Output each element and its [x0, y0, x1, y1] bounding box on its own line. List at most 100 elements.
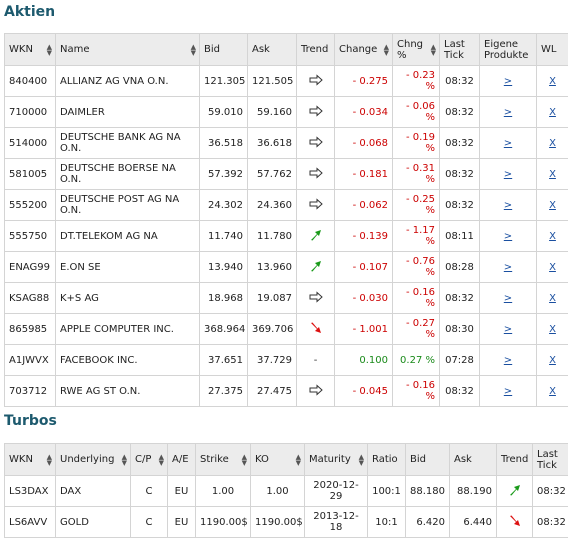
cell-eigene-produkte: > [480, 314, 537, 345]
watchlist-add-link[interactable]: X [549, 293, 556, 304]
watchlist-add-link[interactable]: X [549, 324, 556, 335]
eigene-produkte-link[interactable]: > [504, 107, 512, 118]
col-header-change[interactable]: Change▲▼ [335, 34, 393, 66]
col-header-wkn[interactable]: WKN▲▼ [5, 444, 56, 476]
cell-ask: 37.729 [248, 345, 297, 376]
col-header-wl: WL [537, 34, 568, 66]
watchlist-add-link[interactable]: X [549, 200, 556, 211]
trend-down-icon [309, 322, 323, 334]
col-header-cp[interactable]: C/P ▲▼ [131, 444, 168, 476]
cell-name: K+S AG [56, 283, 200, 314]
trend-flat-icon [309, 136, 323, 148]
sort-icon: ▲▼ [47, 454, 52, 466]
cell-name: DEUTSCHE BOERSE NA O.N. [56, 159, 200, 190]
cell-wkn: 555200 [5, 190, 56, 221]
eigene-produkte-link[interactable]: > [504, 231, 512, 242]
cell-eigene-produkte: > [480, 345, 537, 376]
eigene-produkte-link[interactable]: > [504, 386, 512, 397]
eigene-produkte-link[interactable]: > [504, 200, 512, 211]
cell-wl: X [537, 190, 568, 221]
eigene-produkte-link[interactable]: > [504, 262, 512, 273]
cell-last-tick: 08:32 [440, 128, 480, 159]
col-header-trend: Trend [297, 34, 335, 66]
cell-bid: 13.940 [200, 252, 248, 283]
eigene-produkte-link[interactable]: > [504, 355, 512, 366]
sort-icon: ▲▼ [122, 454, 127, 466]
cell-ask: 19.087 [248, 283, 297, 314]
watchlist-add-link[interactable]: X [549, 386, 556, 397]
cell-ask: 11.780 [248, 221, 297, 252]
cell-change: 0.100 [335, 345, 393, 376]
cell-eigene-produkte: > [480, 66, 537, 97]
cell-underlying: DAX [56, 476, 131, 507]
sort-icon: ▲▼ [191, 44, 196, 56]
aktien-header-row: WKN▲▼ Name▲▼ Bid Ask Trend Change▲▼ Chng… [5, 34, 568, 66]
turbos-header-row: WKN▲▼ Underlying▲▼ C/P▲▼ A/E Strike▲▼ KO… [5, 444, 568, 476]
watchlist-add-link[interactable]: X [549, 107, 556, 118]
cell-eigene-produkte: > [480, 376, 537, 407]
cell-last-tick: 08:32 [440, 190, 480, 221]
cell-wl: X [537, 283, 568, 314]
cell-maturity: 2013-12-18 [305, 507, 368, 538]
eigene-produkte-link[interactable]: > [504, 76, 512, 87]
col-header-ko[interactable]: KO▲▼ [251, 444, 305, 476]
cell-bid: 11.740 [200, 221, 248, 252]
col-header-wkn[interactable]: WKN▲▼ [5, 34, 56, 66]
col-header-name[interactable]: Name▲▼ [56, 34, 200, 66]
cell-wl: X [537, 128, 568, 159]
col-header-maturity[interactable]: Maturity▲▼ [305, 444, 368, 476]
watchlist-add-link[interactable]: X [549, 231, 556, 242]
col-header-label: KO [255, 454, 269, 465]
cell-bid: 18.968 [200, 283, 248, 314]
cell-trend [297, 376, 335, 407]
cell-change: - 0.045 [335, 376, 393, 407]
cell-bid: 6.420 [406, 507, 450, 538]
col-header-label: C/P [135, 454, 151, 465]
cell-underlying: GOLD [56, 507, 131, 538]
sort-icon: ▲▼ [431, 44, 436, 56]
cell-wkn: 581005 [5, 159, 56, 190]
cell-change: - 0.062 [335, 190, 393, 221]
cell-last-tick: 08:32 [440, 376, 480, 407]
cell-chng-pct: - 0.16 % [393, 376, 440, 407]
cell-eigene-produkte: > [480, 221, 537, 252]
cell-chng-pct: 0.27 % [393, 345, 440, 376]
col-header-label: WKN [9, 44, 33, 55]
cell-last-tick: 08:32 [533, 507, 568, 538]
watchlist-add-link[interactable]: X [549, 138, 556, 149]
eigene-produkte-link[interactable]: > [504, 169, 512, 180]
col-header-last-tick: Last Tick [533, 444, 568, 476]
col-header-chng-pct[interactable]: Chng %▲▼ [393, 34, 440, 66]
cell-wl: X [537, 314, 568, 345]
cell-last-tick: 08:32 [440, 66, 480, 97]
cell-last-tick: 08:28 [440, 252, 480, 283]
watchlist-add-link[interactable]: X [549, 169, 556, 180]
eigene-produkte-link[interactable]: > [504, 324, 512, 335]
sort-icon: ▲▼ [159, 454, 164, 466]
aktien-section-title: Aktien [4, 4, 55, 20]
eigene-produkte-link[interactable]: > [504, 138, 512, 149]
trend-flat-icon [309, 74, 323, 86]
cell-wl: X [537, 345, 568, 376]
col-header-underlying[interactable]: Underlying▲▼ [56, 444, 131, 476]
cell-bid: 24.302 [200, 190, 248, 221]
col-header-label: Strike [200, 454, 229, 465]
cell-wkn: 703712 [5, 376, 56, 407]
eigene-produkte-link[interactable]: > [504, 293, 512, 304]
watchlist-add-link[interactable]: X [549, 76, 556, 87]
cell-strike: 1.00 [196, 476, 251, 507]
col-header-strike[interactable]: Strike▲▼ [196, 444, 251, 476]
watchlist-add-link[interactable]: X [549, 262, 556, 273]
trend-flat-icon [309, 291, 323, 303]
col-header-ask: Ask [450, 444, 497, 476]
watchlist-add-link[interactable]: X [549, 355, 556, 366]
cell-chng-pct: - 0.31 % [393, 159, 440, 190]
cell-wkn: LS3DAX [5, 476, 56, 507]
cell-cp: C [131, 507, 168, 538]
